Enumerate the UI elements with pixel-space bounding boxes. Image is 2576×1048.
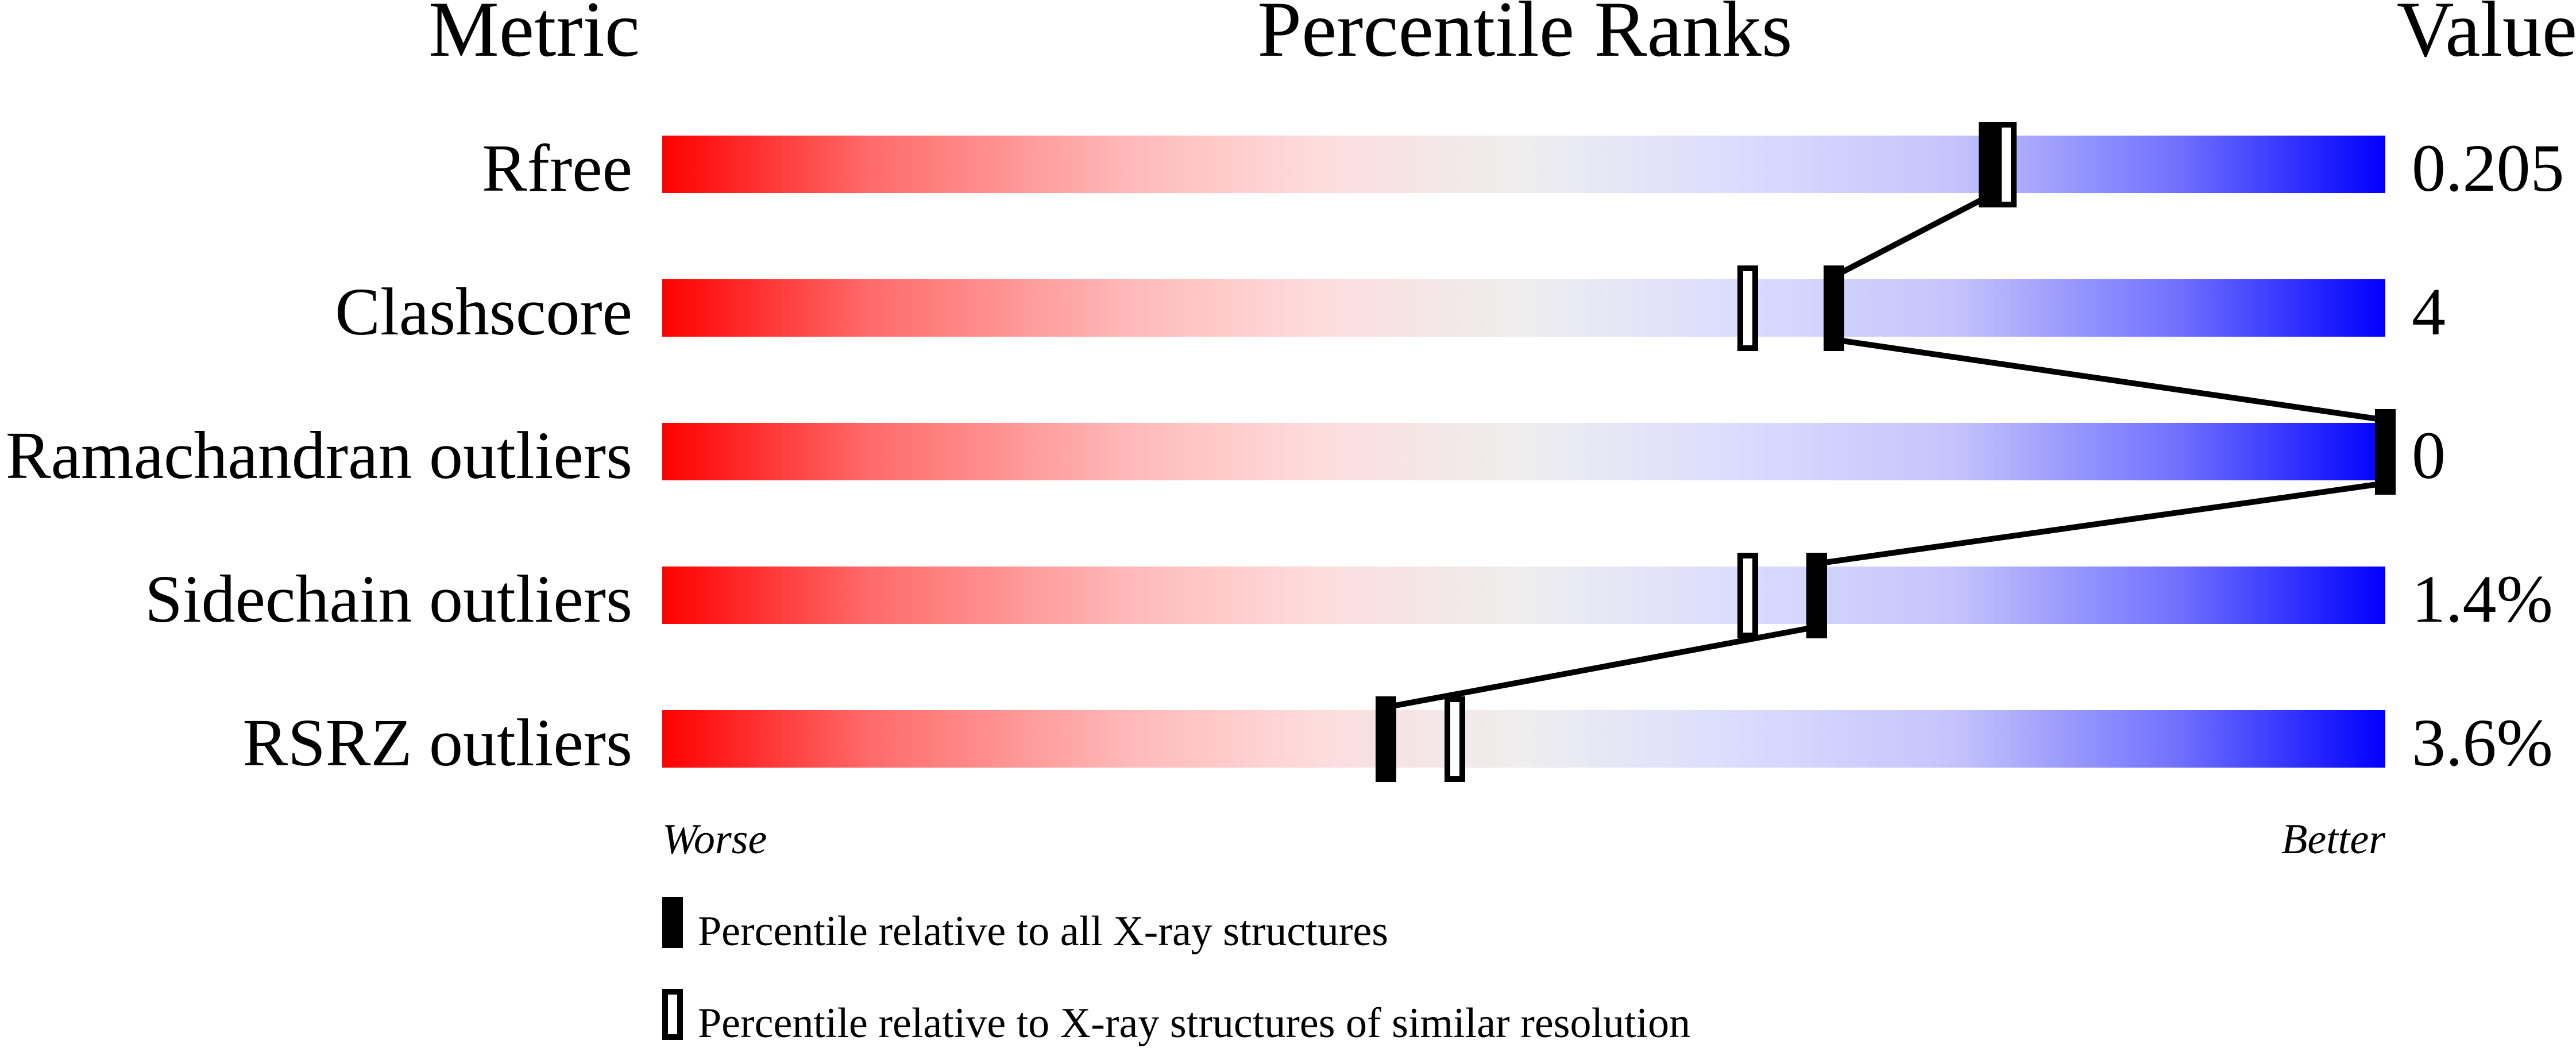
metric-value: 3.6% (2412, 705, 2553, 780)
connector-line (1816, 480, 2386, 567)
all-structures-marker (1824, 265, 1844, 351)
percentile-bar (662, 710, 2385, 768)
legend-filled-marker-icon (662, 897, 683, 948)
similar-resolution-marker (1996, 122, 2017, 207)
metric-value: 0.205 (2412, 130, 2565, 206)
value-header: Value (2397, 0, 2576, 73)
all-structures-marker (1806, 553, 1827, 638)
metric-label: Sidechain outliers (145, 561, 632, 637)
worse-label: Worse (662, 816, 767, 863)
percentile-bar (662, 423, 2385, 480)
all-structures-marker (1979, 122, 1999, 207)
percentile-bar (662, 279, 2385, 337)
metric-value: 1.4% (2412, 561, 2553, 637)
all-structures-marker (1376, 696, 1396, 782)
metric-value: 0 (2412, 418, 2446, 493)
similar-resolution-marker (1445, 696, 1465, 782)
connector-line (1385, 624, 1817, 710)
connector-line (1832, 193, 1991, 279)
legend-all-label: Percentile relative to all X-ray structu… (698, 908, 1388, 955)
similar-resolution-marker (1737, 553, 1758, 638)
metric-label: Clashscore (335, 274, 632, 349)
percentile-bar (662, 567, 2385, 624)
legend-similar-label: Percentile relative to X-ray structures … (698, 1000, 1690, 1047)
all-structures-marker (2375, 409, 2396, 495)
better-label: Better (2281, 816, 2386, 863)
percentile-ranks-header: Percentile Ranks (1257, 0, 1792, 73)
percentile-bar (662, 136, 2385, 193)
legend-open-marker-icon (662, 989, 683, 1040)
metric-value: 4 (2412, 274, 2446, 349)
similar-resolution-marker (1737, 265, 1758, 351)
metric-label: RSRZ outliers (242, 705, 632, 780)
connector-line (1833, 337, 2386, 423)
metric-label: Ramachandran outliers (6, 418, 632, 493)
metric-label: Rfree (482, 130, 632, 206)
metric-header: Metric (428, 0, 640, 73)
